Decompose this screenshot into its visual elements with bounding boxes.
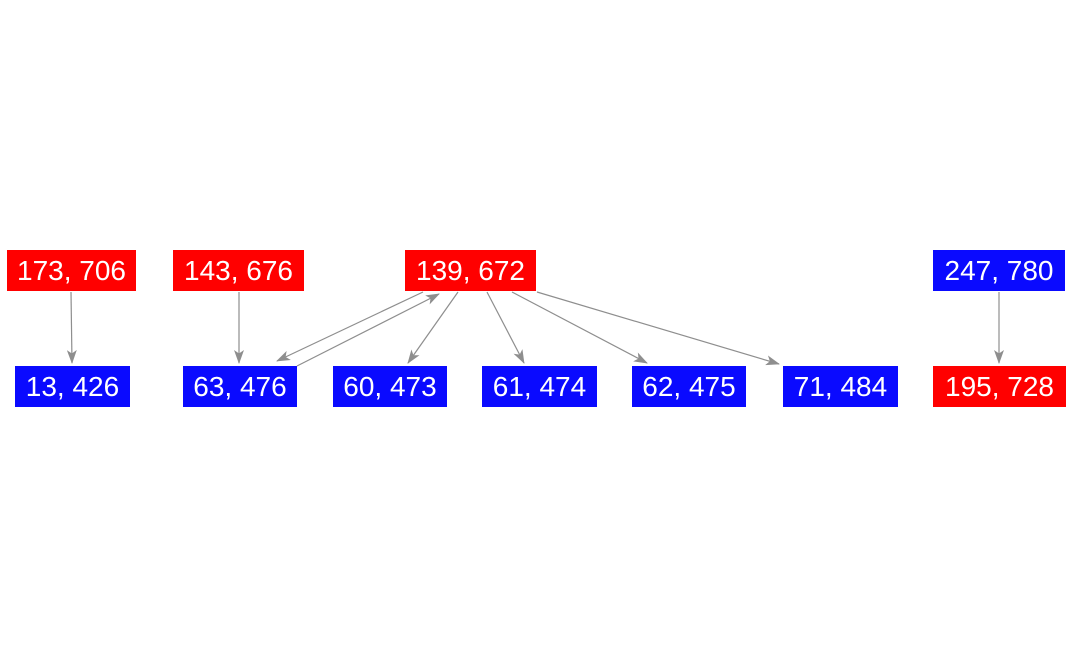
graph-node-173-706: 173, 706 bbox=[7, 250, 136, 291]
edge-arrow-3 bbox=[296, 293, 440, 367]
edge-arrow-7 bbox=[536, 291, 780, 366]
edge-arrow-0 bbox=[66, 291, 77, 364]
graph-node-61-474: 61, 474 bbox=[482, 366, 597, 407]
graph-node-63-476: 63, 476 bbox=[183, 366, 297, 407]
graph-node-60-473: 60, 473 bbox=[333, 366, 447, 407]
graph-node-143-676: 143, 676 bbox=[173, 250, 304, 291]
graph-node-62-475: 62, 475 bbox=[632, 366, 746, 407]
graph-node-195-728: 195, 728 bbox=[933, 366, 1066, 407]
edge-arrow-5 bbox=[486, 291, 525, 364]
graph-node-13-426: 13, 426 bbox=[15, 366, 130, 407]
graph-node-139-672: 139, 672 bbox=[405, 250, 536, 291]
edge-arrow-4 bbox=[407, 291, 459, 364]
graph-node-71-484: 71, 484 bbox=[783, 366, 898, 407]
edge-arrow-6 bbox=[511, 291, 648, 364]
graph-node-247-780: 247, 780 bbox=[933, 250, 1065, 291]
edge-arrow-2 bbox=[276, 291, 424, 362]
